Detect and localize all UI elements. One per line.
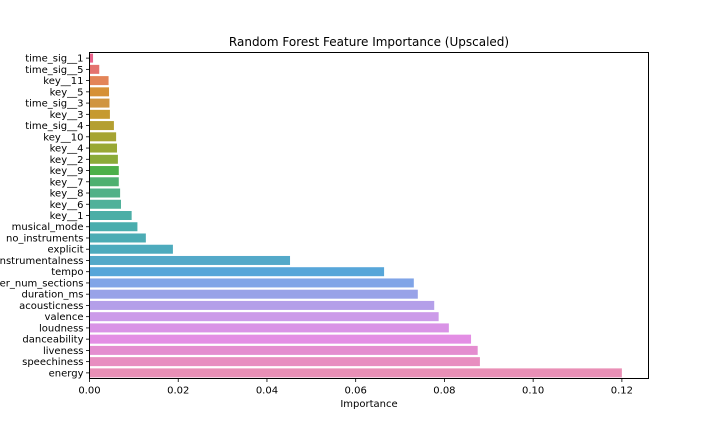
y-tick-label: danceability [22,335,83,346]
bar-liveness [89,345,478,355]
bar-musical_mode [89,222,138,232]
bar-time_sig__5 [89,64,100,74]
y-tick-label: acousticness [19,301,83,312]
x-tick-label: 0.06 [345,386,367,397]
y-tick-label: key__9 [50,166,84,177]
bar-key__10 [89,132,117,142]
bar-key__4 [89,143,118,153]
bar-key__1 [89,211,132,220]
y-tick-label: no_instruments [6,233,84,244]
x-axis-label: Importance [340,399,397,410]
y-tick-label: key__2 [50,155,84,166]
bar-no_instruments [89,233,146,243]
bar-speechiness [89,357,480,367]
y-tick-label: key__3 [50,110,84,121]
bar-key__6 [89,199,121,209]
bar-instrumentalness [89,255,291,265]
plot-frame [89,52,649,379]
y-tick-label: tempo [51,267,83,278]
x-tick-label: 0.00 [78,386,100,397]
y-tick-label: key__10 [43,132,83,143]
y-tick-label: key__11 [43,76,83,87]
y-tick-label: time_sig__4 [25,121,83,132]
bar-energy [89,368,622,378]
bar-danceability [89,334,472,344]
bar-time_sig__1 [89,53,94,63]
y-tick-label: valence [45,312,84,323]
y-tick-label: key__5 [50,87,84,98]
bar-acousticness [89,300,435,310]
x-axis-ticks: 0.00 0.02 0.04 0.06 0.08 0.10 0.12 [78,378,633,397]
y-tick-label: key__1 [50,211,84,222]
y-tick-label: loudness [39,323,84,334]
y-tick-label: explicit [48,245,84,256]
x-tick-label: 0.02 [167,386,189,397]
bar-tempo [89,267,385,277]
y-tick-label: time_sig__3 [25,99,83,110]
bar-loudness [89,323,449,333]
bar-key__9 [89,166,119,176]
y-tick-label: key__6 [50,200,84,211]
bar-key__5 [89,87,110,97]
bars-group [89,53,622,378]
bar-valence [89,312,439,322]
bar-key__7 [89,177,119,187]
y-tick-label: liveness [43,346,84,357]
y-tick-label: time_sig__1 [25,54,83,65]
y-tick-label: time_sig__5 [25,65,83,76]
x-tick-label: 0.08 [433,386,455,397]
y-tick-label: key__7 [50,177,84,188]
bar-key__8 [89,188,121,198]
bar-time_sig__4 [89,121,114,131]
y-tick-label: duration_ms [21,290,83,301]
y-tick-label: key__8 [50,189,84,200]
y-tick-label: key__4 [50,144,84,155]
bar-time_sig__3 [89,98,110,108]
bar-key__3 [89,109,110,119]
chart-title: Random Forest Feature Importance (Upscal… [229,35,509,49]
y-tick-label: musical_mode [12,222,84,233]
x-tick-label: 0.04 [256,386,278,397]
y-tick-label: energy [49,368,84,379]
y-tick-label: speechiness [22,357,83,368]
y-tick-label: er_num_sections [0,278,84,289]
y-axis-ticks: time_sig__1time_sig__5key__11key__5time_… [0,54,90,379]
bar-duration_ms [89,289,418,299]
bar-number_num_sections [89,278,414,288]
bar-key__2 [89,154,118,164]
bar-explicit [89,244,173,254]
x-tick-label: 0.12 [611,386,633,397]
bar-key__11 [89,76,109,86]
y-tick-label: instrumentalness [0,256,84,267]
x-tick-label: 0.10 [522,386,544,397]
